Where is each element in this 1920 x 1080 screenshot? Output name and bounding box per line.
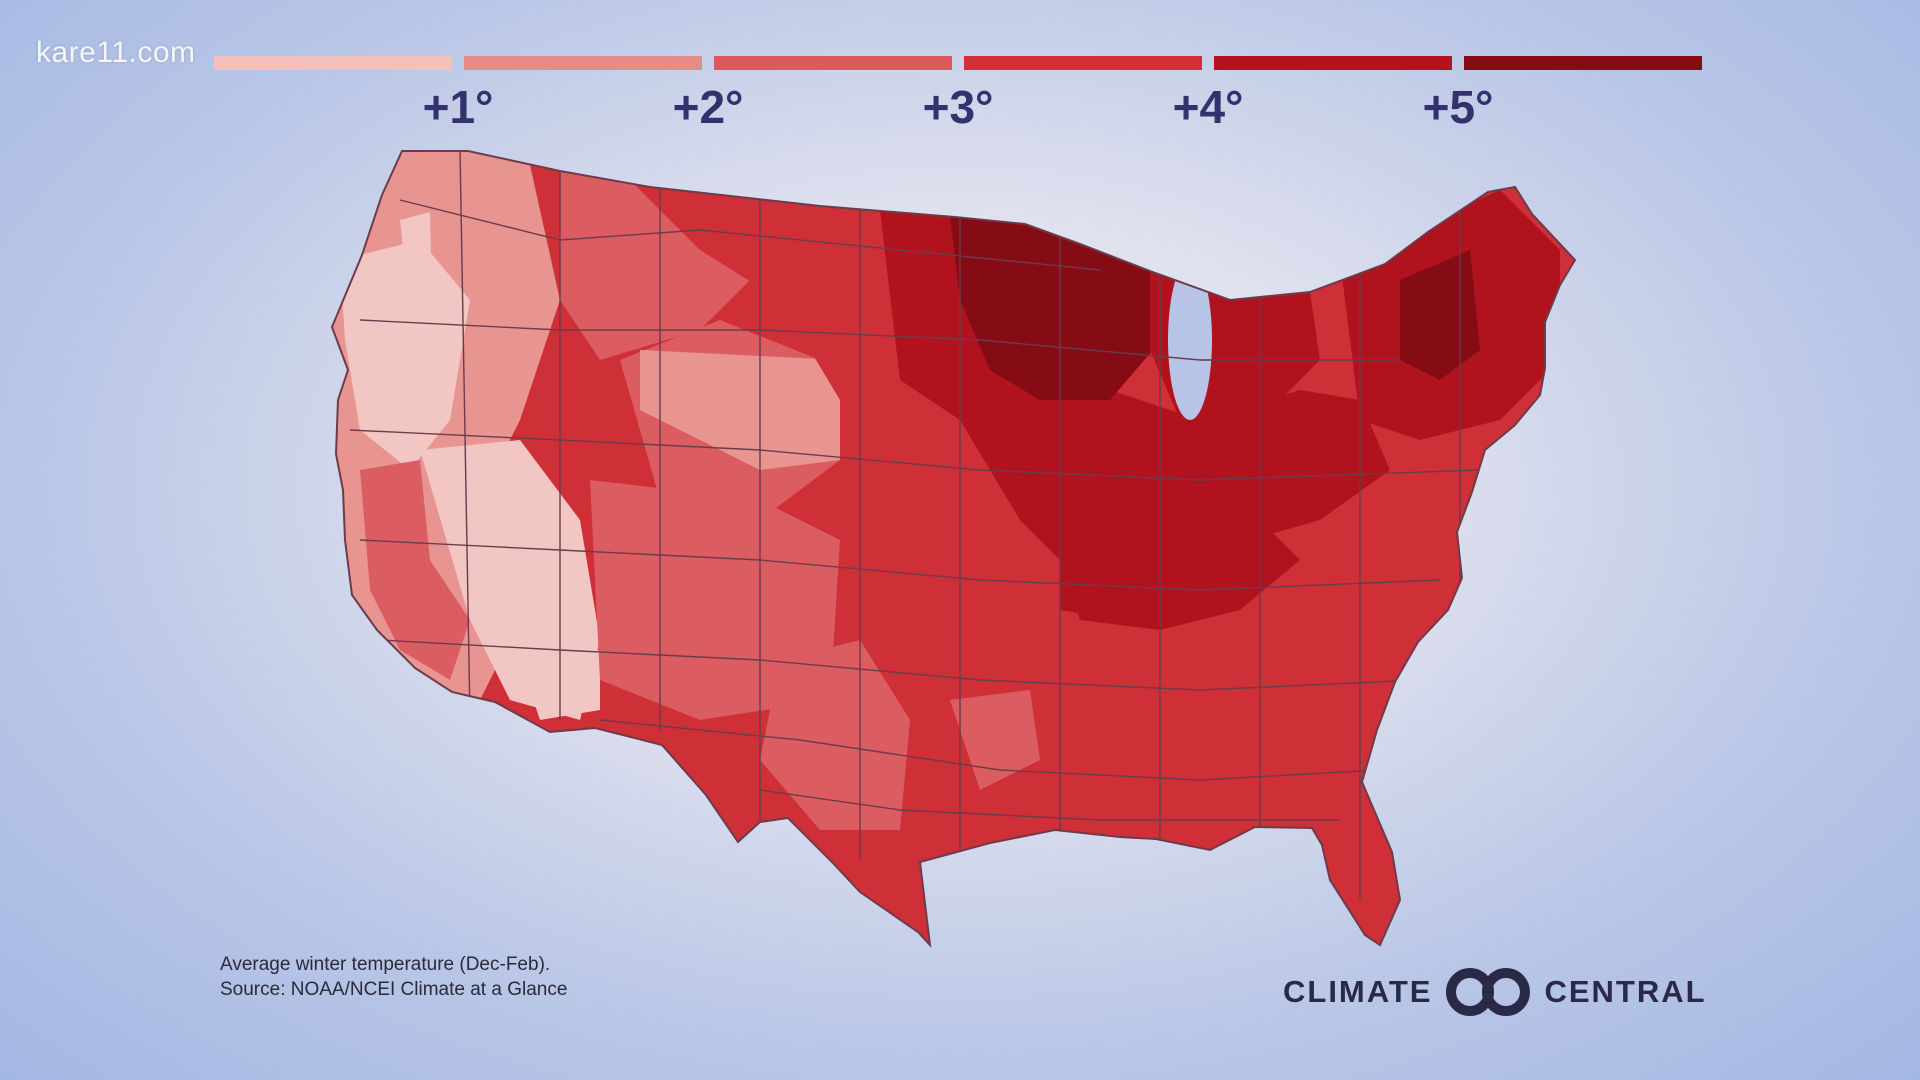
region-wyoming-light [640, 350, 840, 470]
legend-bar-6 [1464, 56, 1702, 70]
region-ohio-valley [1060, 520, 1300, 630]
legend-label-5: +5° [1422, 81, 1494, 133]
legend-label-1: +1° [422, 81, 494, 133]
legend-bar-4 [964, 56, 1202, 70]
region-california-coast [360, 460, 470, 680]
brand-left-text: CLIMATE [1283, 974, 1433, 1009]
legend-bar-3 [714, 56, 952, 70]
brand-right-text: CENTRAL [1544, 974, 1707, 1009]
caption-line-1: Average winter temperature (Dec-Feb). [220, 954, 551, 975]
region-west-texas [760, 640, 910, 830]
kare11-watermark: kare11.com [36, 36, 196, 69]
legend-label-3: +3° [922, 81, 994, 133]
legend-bar-2 [464, 56, 702, 70]
climate-central-logo: CLIMATE CENTRAL [1283, 962, 1707, 1022]
region-oregon-coast [340, 240, 470, 470]
caption-line-2: Source: NOAA/NCEI Climate at a Glance [220, 979, 568, 1000]
interlocking-rings-icon [1446, 968, 1531, 1016]
region-four-corners [590, 480, 840, 720]
legend-bar-5 [1214, 56, 1452, 70]
us-outline [330, 150, 1577, 948]
temperature-legend: +1° +2° +3° +4° +5° [214, 56, 1702, 136]
legend-bar-1 [214, 56, 452, 70]
region-midwest [880, 210, 1390, 620]
division-lines [349, 151, 1481, 900]
region-northern-plains [620, 170, 920, 400]
region-lightest-strip [400, 212, 432, 312]
source-caption: Average winter temperature (Dec-Feb). So… [220, 952, 567, 1002]
legend-label-2: +2° [672, 81, 744, 133]
region-central-texas-light [950, 690, 1040, 790]
lake-michigan [1168, 260, 1212, 420]
legend-label-4: +4° [1172, 81, 1244, 133]
